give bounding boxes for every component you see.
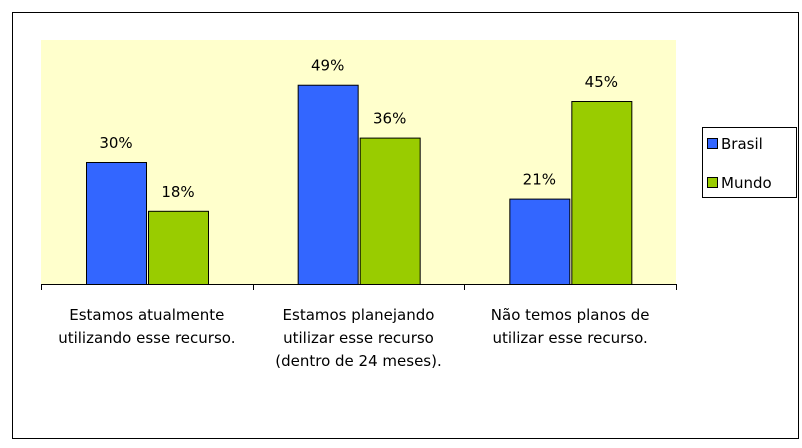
data-label: 36% (373, 110, 406, 128)
legend-label: Mundo (721, 174, 772, 192)
bar (297, 84, 359, 285)
bar (86, 162, 147, 285)
bar (359, 137, 421, 285)
data-label: 45% (585, 73, 618, 91)
legend-label: Brasil (721, 135, 763, 153)
legend-box (702, 127, 797, 198)
x-tick-label: Estamos atualmente utilizando esse recur… (58, 306, 236, 347)
data-label: 18% (161, 183, 194, 201)
data-label: 49% (311, 57, 344, 75)
x-tick-label: Estamos planejando utilizar esse recurso… (275, 306, 442, 370)
data-label: 30% (99, 134, 132, 152)
bar (509, 198, 571, 286)
legend-swatch (707, 177, 718, 188)
data-label: 21% (523, 171, 556, 189)
x-tick-label: Não temos planos de utilizar esse recurs… (490, 306, 650, 347)
bar (148, 210, 209, 285)
legend-swatch (707, 138, 718, 149)
bar (571, 101, 633, 285)
